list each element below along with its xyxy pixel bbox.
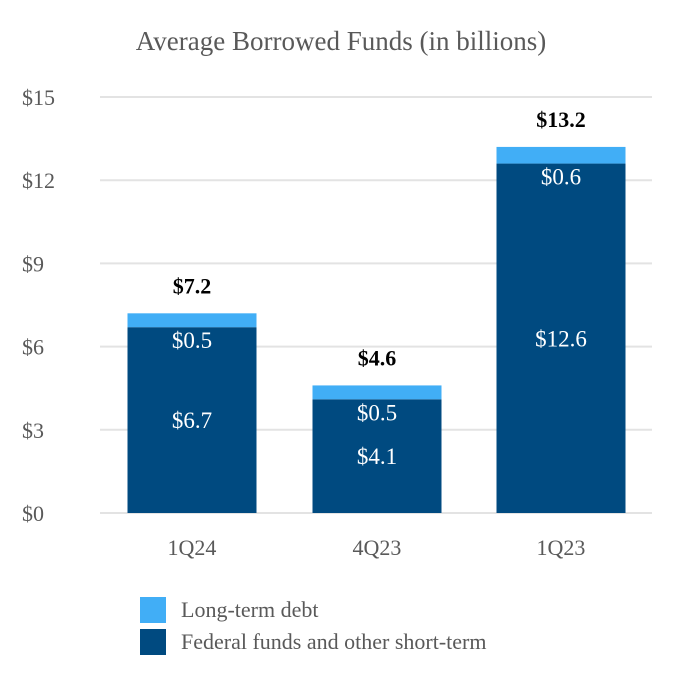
data-label-short-term: $12.6 xyxy=(535,326,587,351)
data-label-short-term: $6.7 xyxy=(172,408,212,433)
x-tick-label: 4Q23 xyxy=(353,535,402,560)
bar-short-term xyxy=(312,399,442,513)
legend-swatch-short-term xyxy=(140,629,166,655)
bar-long-term xyxy=(312,385,442,400)
y-tick-label: $12 xyxy=(22,168,55,193)
chart-title: Average Borrowed Funds (in billions) xyxy=(135,26,547,56)
y-tick-label: $3 xyxy=(22,418,44,443)
bar-long-term xyxy=(496,146,626,164)
total-label: $4.6 xyxy=(358,345,397,370)
total-label: $13.2 xyxy=(536,107,586,132)
data-label-long-term: $0.6 xyxy=(541,165,581,190)
y-tick-label: $0 xyxy=(22,501,44,526)
legend-label: Long-term debt xyxy=(181,597,319,622)
bar-short-term xyxy=(496,163,626,513)
bar-short-term xyxy=(127,327,257,513)
data-label-short-term: $4.1 xyxy=(357,444,397,469)
y-tick-label: $9 xyxy=(22,251,44,276)
legend-item-long-term-debt: Long-term debt xyxy=(140,597,318,623)
data-label-long-term: $0.5 xyxy=(172,328,212,353)
y-tick-label: $6 xyxy=(22,335,44,360)
data-label-long-term: $0.5 xyxy=(357,400,397,425)
legend-item-short-term: Federal funds and other short-term xyxy=(140,629,486,655)
x-tick-label: 1Q24 xyxy=(168,535,217,560)
legend-label: Federal funds and other short-term xyxy=(181,629,487,654)
legend-swatch-long-term xyxy=(140,597,166,623)
y-tick-label: $15 xyxy=(22,85,55,110)
total-label: $7.2 xyxy=(173,273,212,298)
x-tick-label: 1Q23 xyxy=(537,535,586,560)
bar-long-term xyxy=(127,313,257,328)
